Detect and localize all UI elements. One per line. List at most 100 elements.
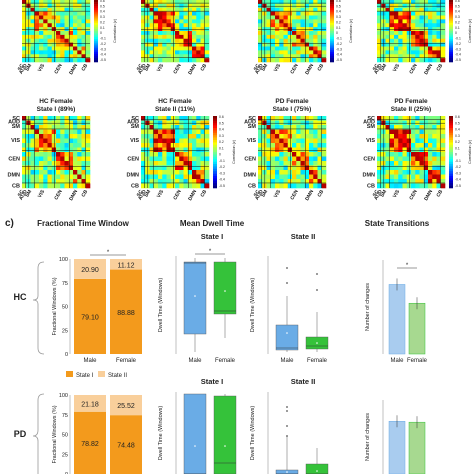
matrix-cell xyxy=(81,165,87,171)
matrix-cell xyxy=(402,7,408,12)
colorbar-segment xyxy=(330,0,334,3)
network-label: CEN xyxy=(244,156,256,162)
matrix-cell xyxy=(283,143,289,148)
matrix-cell xyxy=(51,42,57,47)
matrix-cell xyxy=(200,152,206,157)
colorbar-segment xyxy=(449,183,453,186)
matrix-cell xyxy=(26,23,31,28)
matrix-cell xyxy=(436,179,442,184)
matrix-cell xyxy=(428,170,433,175)
matrix-cell xyxy=(30,23,36,28)
matrix-cell xyxy=(262,129,267,135)
colorbar-segment xyxy=(213,125,217,129)
matrix-cell xyxy=(153,120,159,126)
colorbar-segment xyxy=(449,125,453,129)
matrix-cell xyxy=(141,174,146,180)
matrix-cell xyxy=(85,11,91,16)
matrix-cell xyxy=(419,152,425,157)
matrix-cell xyxy=(394,42,399,47)
matrix-cell xyxy=(304,165,310,171)
matrix-cell xyxy=(292,129,297,135)
matrix-cell xyxy=(162,138,167,144)
transitions-header: State Transitions xyxy=(365,219,430,228)
matrix-cell xyxy=(415,147,420,153)
matrix-cell xyxy=(77,15,82,20)
matrix-cell xyxy=(34,27,40,32)
matrix-cell xyxy=(183,42,189,47)
matrix-cell xyxy=(432,31,437,36)
matrix-cell xyxy=(64,183,70,189)
matrix-cell xyxy=(381,46,386,51)
network-label: VIS xyxy=(156,188,166,199)
network-label: VIS xyxy=(37,188,47,199)
matrix-cell xyxy=(22,27,27,32)
matrix-cell xyxy=(398,138,403,144)
matrix-cell xyxy=(145,174,150,180)
matrix-cell xyxy=(262,156,267,162)
matrix-cell xyxy=(77,31,82,36)
matrix-cell xyxy=(415,0,420,5)
matrix-cell xyxy=(419,15,425,20)
matrix-cell xyxy=(258,34,263,40)
matrix-cell xyxy=(389,27,395,32)
colorbar-segment xyxy=(449,123,453,126)
matrix-cell xyxy=(411,165,416,171)
matrix-cell xyxy=(266,129,272,135)
matrix-cell xyxy=(313,34,318,40)
matrix-cell xyxy=(141,156,146,162)
matrix-cell xyxy=(440,58,446,63)
matrix-cell xyxy=(389,54,395,59)
matrix-cell xyxy=(145,147,150,153)
network-label: VIS xyxy=(273,62,283,73)
matrix-cell xyxy=(377,156,382,162)
colorbar-segment xyxy=(330,35,334,38)
colorbar-segment xyxy=(449,6,453,9)
matrix-cell xyxy=(81,58,87,63)
colorbar-tick: 0.6 xyxy=(336,0,341,3)
colorbar-tick: -0.1 xyxy=(455,159,461,163)
matrix-cell xyxy=(398,54,403,59)
matrix-cell xyxy=(266,15,272,20)
matrix-cell xyxy=(196,116,201,121)
colorbar-segment xyxy=(213,180,217,184)
panel-title: PD Female xyxy=(275,98,309,105)
matrix-cell xyxy=(270,15,276,20)
matrix-cell xyxy=(64,54,70,59)
matrix-cell xyxy=(313,31,318,36)
matrix-cell xyxy=(60,152,65,157)
matrix-cell xyxy=(258,129,263,135)
matrix-cell xyxy=(39,27,44,32)
matrix-cell xyxy=(415,7,420,12)
matrix-cell xyxy=(309,46,314,51)
matrix-cell xyxy=(85,23,91,28)
matrix-cell xyxy=(287,27,293,32)
matrix-cell xyxy=(187,165,193,171)
colorbar-segment xyxy=(330,16,334,19)
matrix-cell xyxy=(145,183,150,189)
matrix-cell xyxy=(77,38,82,43)
matrix-cell xyxy=(166,174,172,180)
matrix-cell xyxy=(68,147,74,153)
matrix-cell xyxy=(56,174,61,180)
matrix-cell xyxy=(73,38,78,43)
matrix-cell xyxy=(321,34,327,40)
matrix-cell xyxy=(77,152,82,157)
matrix-cell xyxy=(187,38,193,43)
matrix-cell xyxy=(170,170,176,175)
matrix-cell xyxy=(266,31,272,36)
colorbar-segment xyxy=(94,4,98,7)
network-label: SC xyxy=(17,63,26,72)
matrix-cell xyxy=(162,38,167,43)
matrix-cell xyxy=(77,0,82,5)
matrix-cell xyxy=(440,156,446,162)
matrix-cell xyxy=(313,170,318,175)
matrix-cell xyxy=(47,0,53,5)
matrix-cell xyxy=(60,143,65,148)
matrix-cell xyxy=(47,134,53,139)
matrix-cell xyxy=(145,156,150,162)
colorbar-segment xyxy=(213,123,217,126)
matrix-cell xyxy=(149,7,155,12)
matrix-cell xyxy=(77,58,82,63)
matrix-cell xyxy=(258,54,263,59)
matrix-cell xyxy=(73,134,78,139)
